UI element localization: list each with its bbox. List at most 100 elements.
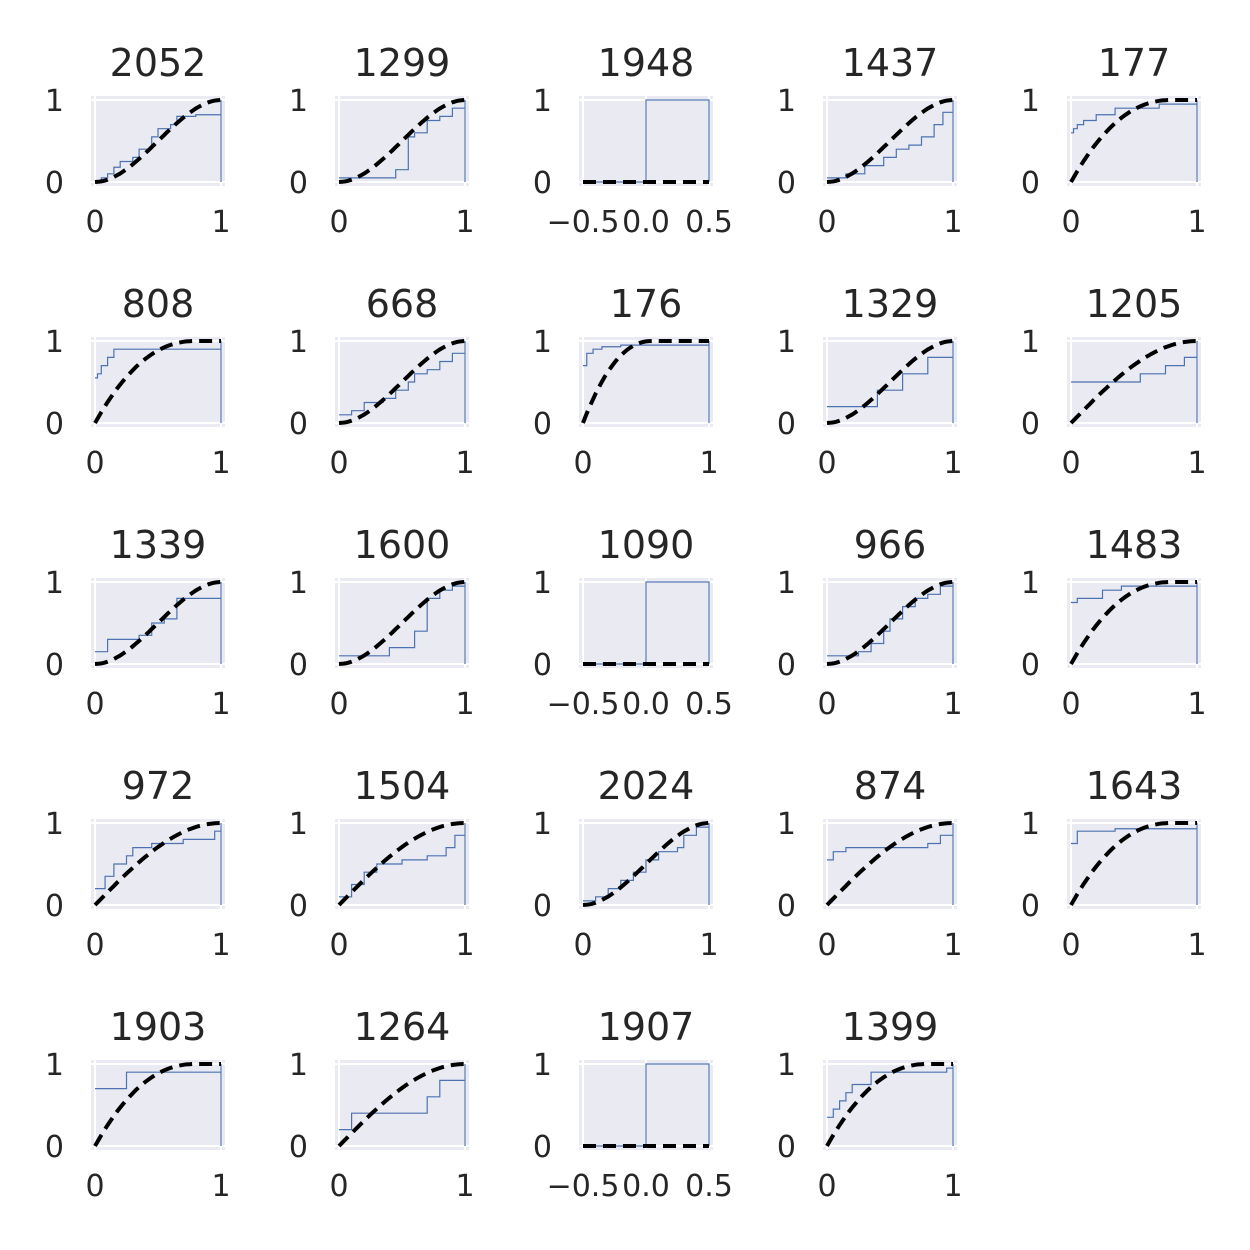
subplot-title: 1643 — [1086, 764, 1183, 808]
reference-cdf-curve — [337, 821, 466, 907]
subplot: 176 0 1 0 1 — [533, 282, 719, 481]
x-tick-label: −0.5 — [547, 687, 620, 722]
ecdf-step-line — [827, 1064, 954, 1146]
y-tick-label: 1 — [533, 1048, 552, 1083]
x-tick-label: 0.0 — [622, 205, 670, 240]
axes-background — [823, 337, 957, 427]
y-tick-label: 1 — [289, 325, 308, 360]
subplot: 1504 0 1 0 1 — [289, 764, 475, 963]
x-tick-label: 1 — [1187, 446, 1206, 481]
axes-background — [335, 1060, 469, 1150]
reference-cdf-curve — [826, 98, 954, 184]
reference-cdf-curve — [93, 1062, 221, 1148]
subplot-title: 1299 — [354, 41, 451, 85]
y-tick-label: 0 — [1021, 889, 1040, 924]
subplot: 874 0 1 0 1 — [777, 764, 963, 963]
x-tick-label: 0 — [85, 1169, 104, 1204]
x-tick-label: 0 — [85, 687, 104, 722]
subplot-title: 972 — [122, 764, 195, 808]
subplot-title: 1090 — [598, 523, 695, 567]
subplot-title: 1948 — [598, 41, 695, 85]
subplot-title: 1264 — [354, 1005, 451, 1049]
reference-cdf-curve — [338, 339, 466, 425]
subplot: 1205 0 1 0 1 — [1021, 282, 1207, 481]
x-tick-label: 1 — [943, 446, 962, 481]
subplot-title: 668 — [366, 282, 439, 326]
y-tick-label: 1 — [45, 84, 64, 119]
ecdf-step-line — [827, 341, 954, 423]
subplot-title: 1399 — [842, 1005, 939, 1049]
y-tick-label: 0 — [45, 166, 64, 201]
x-tick-label: 0 — [817, 446, 836, 481]
y-tick-label: 0 — [289, 889, 308, 924]
y-tick-label: 0 — [1021, 648, 1040, 683]
axes-background — [335, 578, 469, 668]
x-tick-label: 1 — [1187, 928, 1206, 963]
axes-background — [1067, 819, 1201, 909]
x-tick-label: 1 — [455, 205, 474, 240]
y-tick-label: 0 — [777, 407, 796, 442]
ecdf-step-line — [95, 1064, 222, 1146]
reference-cdf-curve — [826, 580, 954, 666]
reference-cdf-curve — [93, 339, 221, 425]
y-tick-label: 0 — [777, 1130, 796, 1165]
x-tick-label: 0 — [329, 1169, 348, 1204]
subplot: 966 0 1 0 1 — [777, 523, 963, 722]
axes-background — [335, 96, 469, 186]
subplot-title: 1600 — [354, 523, 451, 567]
subplot: 177 0 1 0 1 — [1021, 41, 1207, 240]
reference-cdf-curve — [1069, 821, 1197, 907]
y-tick-label: 1 — [777, 84, 796, 119]
y-tick-label: 1 — [45, 325, 64, 360]
axes-background — [823, 819, 957, 909]
subplot: 1299 0 1 0 1 — [289, 41, 475, 240]
y-tick-label: 0 — [289, 407, 308, 442]
y-tick-label: 0 — [533, 889, 552, 924]
subplot: 1437 0 1 0 1 — [777, 41, 963, 240]
x-tick-label: 0 — [1061, 687, 1080, 722]
y-tick-label: 0 — [777, 166, 796, 201]
axes-background — [91, 1060, 225, 1150]
subplot-title: 1903 — [110, 1005, 207, 1049]
y-tick-label: 1 — [1021, 84, 1040, 119]
ecdf-step-line — [1071, 100, 1198, 182]
x-tick-label: 1 — [943, 928, 962, 963]
subplot: 1600 0 1 0 1 — [289, 523, 475, 722]
x-tick-label: 0 — [85, 205, 104, 240]
y-tick-label: 1 — [777, 1048, 796, 1083]
axes-background — [1067, 96, 1201, 186]
subplot: 1903 0 1 0 1 — [45, 1005, 231, 1204]
reference-cdf-curve — [1069, 580, 1197, 666]
y-tick-label: 1 — [1021, 807, 1040, 842]
x-tick-label: 1 — [455, 446, 474, 481]
subplot: 2052 0 1 0 1 — [45, 41, 231, 240]
y-tick-label: 1 — [45, 807, 64, 842]
y-tick-label: 1 — [45, 1048, 64, 1083]
axes-background — [91, 96, 225, 186]
subplot: 1329 0 1 0 1 — [777, 282, 963, 481]
x-tick-label: 1 — [211, 205, 230, 240]
x-tick-label: 0.5 — [685, 1169, 733, 1204]
y-tick-label: 0 — [45, 407, 64, 442]
y-tick-label: 1 — [777, 807, 796, 842]
ecdf-step-line — [1071, 582, 1198, 664]
y-tick-label: 1 — [289, 807, 308, 842]
ecdf-step-line — [95, 341, 222, 423]
y-tick-label: 0 — [289, 166, 308, 201]
x-tick-label: 1 — [943, 687, 962, 722]
axes-background — [91, 819, 225, 909]
y-tick-label: 1 — [1021, 325, 1040, 360]
x-tick-label: −0.5 — [547, 205, 620, 240]
ecdf-step-line — [339, 1064, 466, 1146]
x-tick-label: 1 — [699, 446, 718, 481]
y-tick-label: 0 — [1021, 407, 1040, 442]
subplot-title: 1437 — [842, 41, 939, 85]
x-tick-label: 0.5 — [685, 687, 733, 722]
ecdf-step-line — [95, 823, 222, 905]
x-tick-label: 1 — [211, 687, 230, 722]
x-tick-label: 0 — [329, 446, 348, 481]
ecdf-step-line — [339, 341, 466, 423]
axes-background — [579, 337, 713, 427]
subplot: 1339 0 1 0 1 — [45, 523, 231, 722]
subplot-title: 1504 — [354, 764, 451, 808]
